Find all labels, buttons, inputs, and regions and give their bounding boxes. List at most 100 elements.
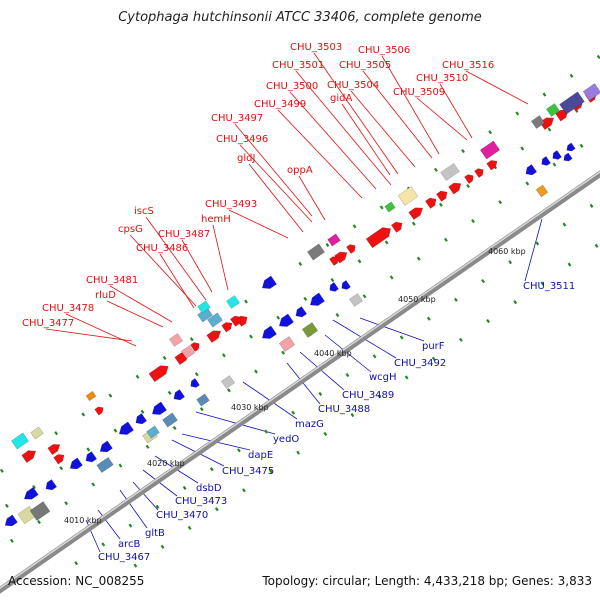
tick-mark [357,259,362,264]
gene-forward [464,174,474,184]
tick-mark [399,335,404,340]
gene-block [197,300,211,314]
gene-label-forward: CHU_3481 [86,275,138,286]
tick-mark [86,447,91,452]
leader-line [129,234,197,307]
gene-label-forward: cpsG [118,224,143,235]
gene-label-forward: rluD [95,290,116,301]
tick-mark [569,73,574,78]
gene-block [11,432,29,450]
leader-line [465,70,529,105]
gene-label-forward: CHU_3506 [358,45,410,56]
gene-block [162,412,178,428]
leader-line [524,218,543,282]
gene-label-forward: CHU_3478 [42,303,94,314]
tick-mark [330,278,335,283]
gene-forward [94,406,104,416]
gene-forward [448,182,462,195]
gene-forward [229,315,242,327]
gene-label-reverse: yedO [273,434,299,445]
gene-label-forward: CHU_3516 [442,60,494,71]
gene-label-forward: iscS [134,206,154,217]
gene-reverse [99,440,113,453]
leader-line [97,509,121,540]
scale-labels: 4010 kbp 4020 kbp 4030 kbp 4040 kbp 4050 kbp… [64,247,526,525]
gene-forward [346,244,356,254]
gene-forward [206,330,222,344]
leader-line [299,351,345,391]
gene-forward [555,109,569,122]
gene-label-forward: gidA [330,93,352,104]
gene-label-reverse: CHU_3511 [523,281,575,292]
gene-block [30,426,44,440]
tick-mark [162,355,167,361]
tick-mark [182,485,187,491]
tick-mark [59,466,64,471]
gene-reverse [341,280,351,290]
gene-block [307,243,325,261]
gene-reverse [563,152,573,162]
tick-mark [167,390,172,396]
tick-mark [411,221,416,226]
accession-text: Accession: NC_008255 [8,574,145,588]
gene-reverse [85,451,98,463]
leader-line [289,91,377,190]
leader-line [350,90,416,168]
leader-line [195,411,276,435]
gene-label-forward: CHU_3499 [254,99,306,110]
tick-mark [135,374,140,379]
gene-forward [53,454,65,465]
leader-line [416,97,468,141]
tick-mark [172,425,177,431]
tick-mark [101,542,106,547]
tick-mark [426,316,431,321]
tick-mark [32,484,36,490]
gene-label-reverse: purF [422,341,445,352]
gene-label-reverse: CHU_3470 [156,510,208,521]
gene-block [348,293,364,307]
tick-mark [264,429,268,434]
gene-features [4,83,600,527]
leader-line [324,334,372,373]
gene-forward [190,342,200,352]
gene-reverse [566,142,576,152]
tick-mark [542,92,547,97]
gene-block [96,456,114,474]
tick-mark [416,256,421,261]
tick-mark [199,407,204,412]
tick-mark [547,127,552,132]
gene-reverse [190,378,200,388]
gene-label-forward: CHU_3497 [211,113,263,124]
tick-mark [431,356,436,361]
gene-reverse [278,313,294,327]
gene-label-forward: CHU_3493 [205,199,257,210]
tick-mark [209,467,214,472]
gene-label-forward: CHU_3509 [393,87,445,98]
gene-label-forward: CHU_3496 [216,134,268,145]
tick-mark [323,431,328,436]
gene-block [327,233,341,247]
gene-block [168,333,184,347]
tick-mark [567,262,572,267]
tick-mark [562,222,567,227]
gene-forward [408,207,424,221]
gene-label-forward: CHU_3503 [290,42,342,53]
gene-forward [21,450,37,464]
gene-block [301,322,319,338]
tick-mark [525,181,530,186]
gene-reverse [23,486,39,500]
genome-summary-text: Topology: circular; Length: 4,433,218 bp… [262,574,592,588]
tick-mark [244,299,248,304]
gene-block [479,140,501,160]
gene-block [397,186,419,206]
gene-block [146,425,160,439]
gene-reverse [329,282,339,292]
tick-mark [140,409,145,414]
tick-mark [5,503,9,508]
tick-mark [74,561,79,566]
gene-reverse [4,514,18,527]
tick-mark [513,300,518,305]
gene-forward [390,221,403,233]
leader-line [341,103,391,176]
